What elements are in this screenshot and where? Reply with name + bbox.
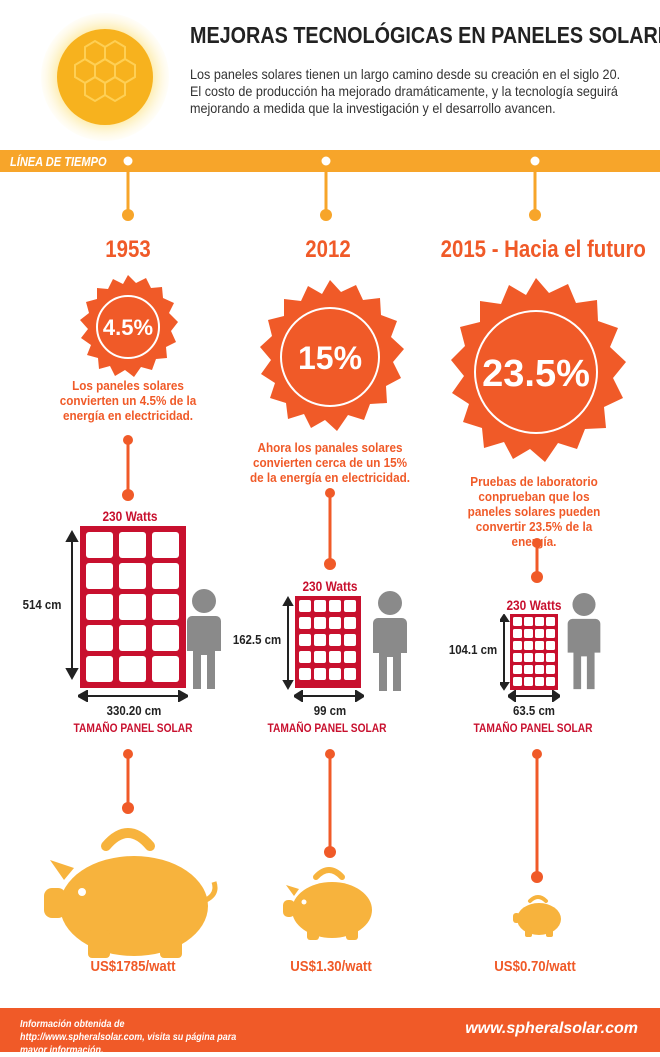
sun-logo-icon — [41, 13, 169, 141]
panel-width-2012: 99 cm — [313, 703, 347, 718]
panel-height-1953: 514 cm — [22, 597, 62, 612]
solar-panel-2012 — [282, 596, 361, 691]
panel-caption-1953: TAMAÑO PANEL SOLAR — [73, 721, 193, 735]
watts-label-1953: 230 Watts — [102, 508, 158, 524]
width-arrow-2015 — [508, 690, 560, 702]
panel-width-1953: 330.20 cm — [106, 703, 162, 718]
panel-width-2015: 63.5 cm — [513, 703, 555, 718]
intro-text: Los paneles solares tienen un largo cami… — [190, 66, 621, 116]
panel-caption-2015: TAMAÑO PANEL SOLAR — [473, 721, 593, 735]
person-icon — [567, 592, 601, 690]
year-2015: 2015 - Hacia el futuro — [440, 236, 646, 263]
price-2015: US$0.70/watt — [494, 958, 576, 975]
panel-caption-2012: TAMAÑO PANEL SOLAR — [267, 721, 387, 735]
efficiency-badge-1953: 4.5% — [80, 275, 178, 377]
solar-panel-2015 — [500, 614, 558, 691]
timeline-label: LÍNEA DE TIEMPO — [10, 154, 107, 169]
footer-bar — [0, 1008, 660, 1052]
person-icon — [373, 591, 407, 691]
description-2015: Pruebas de laboratorio conprueban que lo… — [467, 474, 601, 549]
person-icon — [187, 589, 221, 689]
piggy-bank-icon-1953 — [44, 828, 218, 958]
solar-panel-1953 — [65, 526, 186, 688]
width-arrow-1953 — [78, 690, 188, 702]
piggy-bank-icon-2012 — [283, 867, 372, 940]
price-1953: US$1785/watt — [90, 958, 176, 975]
efficiency-badge-2012: 15% — [260, 280, 404, 431]
efficiency-value: 23.5% — [482, 353, 590, 395]
width-arrow-2012 — [294, 690, 364, 702]
year-1953: 1953 — [105, 236, 151, 263]
panel-height-2012: 162.5 cm — [232, 632, 282, 647]
footer-site-link[interactable]: www.spheralsolar.com — [465, 1020, 638, 1037]
year-2012: 2012 — [305, 236, 351, 263]
efficiency-value: 15% — [298, 340, 362, 376]
panel-height-2015: 104.1 cm — [448, 642, 498, 657]
efficiency-badge-2015: 23.5% — [451, 278, 626, 462]
description-1953: Los paneles solares convierten un 4.5% d… — [59, 378, 197, 423]
efficiency-value: 4.5% — [103, 315, 153, 340]
page-title: MEJORAS TECNOLÓGICAS EN PANELES SOLARES — [190, 22, 660, 48]
piggy-bank-icon-2015 — [513, 895, 561, 937]
description-2012: Ahora los panales solares convierten cer… — [250, 440, 410, 485]
watts-label-2015: 230 Watts — [506, 597, 562, 613]
sunburst-shape — [80, 275, 178, 377]
footer-source: Información obtenida de http://www.spher… — [20, 1019, 237, 1056]
watts-label-2012: 230 Watts — [302, 578, 358, 594]
price-2012: US$1.30/watt — [290, 958, 372, 975]
timeline-connectors — [120, 153, 543, 883]
